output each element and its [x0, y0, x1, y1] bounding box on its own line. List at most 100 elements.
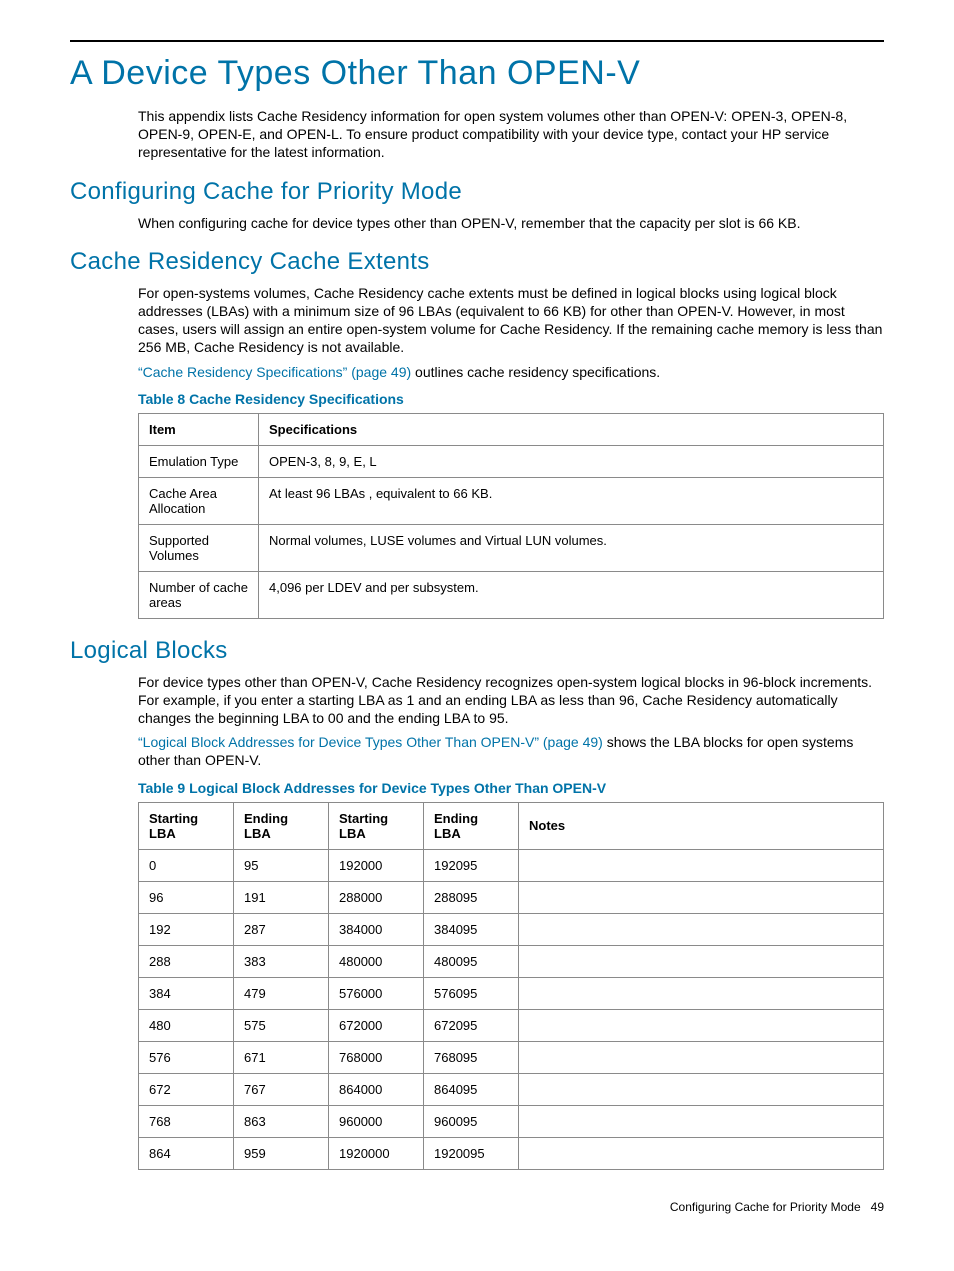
- table-row: 288383480000480095: [139, 945, 884, 977]
- table-row: 095192000192095: [139, 849, 884, 881]
- section-heading-1: Configuring Cache for Priority Mode: [70, 178, 884, 206]
- cache-spec-link[interactable]: “Cache Residency Specifications” (page 4…: [138, 364, 411, 380]
- table8-caption: Table 8 Cache Residency Specifications: [138, 391, 884, 407]
- cell: [519, 1137, 884, 1169]
- footer-page: 49: [871, 1200, 884, 1214]
- section2-body: For open-systems volumes, Cache Residenc…: [138, 284, 884, 619]
- table9-col-1: Ending LBA: [234, 802, 329, 849]
- section3-body: For device types other than OPEN-V, Cach…: [138, 673, 884, 1170]
- table-header-row: Starting LBA Ending LBA Starting LBA End…: [139, 802, 884, 849]
- cell: 960000: [329, 1105, 424, 1137]
- cell: 1920095: [424, 1137, 519, 1169]
- table-row: 672767864000864095: [139, 1073, 884, 1105]
- cell: 480000: [329, 945, 424, 977]
- table-row: Emulation TypeOPEN-3, 8, 9, E, L: [139, 445, 884, 477]
- lba-link[interactable]: “Logical Block Addresses for Device Type…: [138, 734, 603, 750]
- footer-text: Configuring Cache for Priority Mode: [670, 1200, 861, 1214]
- cell: 575: [234, 1009, 329, 1041]
- cell: [519, 881, 884, 913]
- cell: 768: [139, 1105, 234, 1137]
- cell: [519, 849, 884, 881]
- cell: [519, 1105, 884, 1137]
- cell: 192095: [424, 849, 519, 881]
- table9-caption: Table 9 Logical Block Addresses for Devi…: [138, 780, 884, 796]
- table9-col-3: Ending LBA: [424, 802, 519, 849]
- cell: 192000: [329, 849, 424, 881]
- cell: 480095: [424, 945, 519, 977]
- cell: OPEN-3, 8, 9, E, L: [259, 445, 884, 477]
- cell: 672095: [424, 1009, 519, 1041]
- table9-col-4: Notes: [519, 802, 884, 849]
- table8-col-0: Item: [139, 413, 259, 445]
- table-row: Number of cache areas4,096 per LDEV and …: [139, 571, 884, 618]
- cell: Normal volumes, LUSE volumes and Virtual…: [259, 524, 884, 571]
- cell: 960095: [424, 1105, 519, 1137]
- table-row: 576671768000768095: [139, 1041, 884, 1073]
- cell: [519, 913, 884, 945]
- table9-col-0: Starting LBA: [139, 802, 234, 849]
- intro-text: This appendix lists Cache Residency info…: [138, 107, 884, 162]
- cell: 287: [234, 913, 329, 945]
- cell: At least 96 LBAs , equivalent to 66 KB.: [259, 477, 884, 524]
- cell: [519, 945, 884, 977]
- cell: 576000: [329, 977, 424, 1009]
- cell: 863: [234, 1105, 329, 1137]
- cell: 191: [234, 881, 329, 913]
- section-heading-2: Cache Residency Cache Extents: [70, 248, 884, 276]
- cell: 768000: [329, 1041, 424, 1073]
- table9-col-2: Starting LBA: [329, 802, 424, 849]
- section2-linkline: “Cache Residency Specifications” (page 4…: [138, 363, 884, 381]
- table8-col-1: Specifications: [259, 413, 884, 445]
- cell: [519, 1041, 884, 1073]
- section2-text: For open-systems volumes, Cache Residenc…: [138, 284, 884, 357]
- section1-body: When configuring cache for device types …: [138, 214, 884, 232]
- cell: 672000: [329, 1009, 424, 1041]
- cell: 288: [139, 945, 234, 977]
- table-row: 384479576000576095: [139, 977, 884, 1009]
- cell: [519, 1009, 884, 1041]
- table-header-row: Item Specifications: [139, 413, 884, 445]
- section3-linkline: “Logical Block Addresses for Device Type…: [138, 733, 884, 769]
- table-row: Cache Area AllocationAt least 96 LBAs , …: [139, 477, 884, 524]
- cell: 671: [234, 1041, 329, 1073]
- cell: 672: [139, 1073, 234, 1105]
- table-row: 768863960000960095: [139, 1105, 884, 1137]
- cell: Cache Area Allocation: [139, 477, 259, 524]
- cell: 384095: [424, 913, 519, 945]
- cell: 959: [234, 1137, 329, 1169]
- cell: 768095: [424, 1041, 519, 1073]
- cell: 864095: [424, 1073, 519, 1105]
- table8: Item Specifications Emulation TypeOPEN-3…: [138, 413, 884, 619]
- cell: 479: [234, 977, 329, 1009]
- table-row: 480575672000672095: [139, 1009, 884, 1041]
- cell: 480: [139, 1009, 234, 1041]
- cell: [519, 977, 884, 1009]
- cell: 4,096 per LDEV and per subsystem.: [259, 571, 884, 618]
- cell: [519, 1073, 884, 1105]
- cell: Number of cache areas: [139, 571, 259, 618]
- cell: 288000: [329, 881, 424, 913]
- table9: Starting LBA Ending LBA Starting LBA End…: [138, 802, 884, 1170]
- table-row: 96191288000288095: [139, 881, 884, 913]
- cell: 864000: [329, 1073, 424, 1105]
- section1-text: When configuring cache for device types …: [138, 214, 884, 232]
- cell: 384000: [329, 913, 424, 945]
- cell: 288095: [424, 881, 519, 913]
- cell: 192: [139, 913, 234, 945]
- cell: Supported Volumes: [139, 524, 259, 571]
- cell: Emulation Type: [139, 445, 259, 477]
- cell: 96: [139, 881, 234, 913]
- cell: 1920000: [329, 1137, 424, 1169]
- cell: 384: [139, 977, 234, 1009]
- cell: 95: [234, 849, 329, 881]
- page-footer: Configuring Cache for Priority Mode 49: [70, 1200, 884, 1214]
- section-heading-3: Logical Blocks: [70, 637, 884, 665]
- table-row: Supported VolumesNormal volumes, LUSE vo…: [139, 524, 884, 571]
- page-title: A Device Types Other Than OPEN-V: [70, 54, 884, 93]
- top-rule: [70, 40, 884, 42]
- cell: 767: [234, 1073, 329, 1105]
- cell: 383: [234, 945, 329, 977]
- table-row: 192287384000384095: [139, 913, 884, 945]
- table-row: 86495919200001920095: [139, 1137, 884, 1169]
- section2-link-tail: outlines cache residency specifications.: [411, 364, 660, 380]
